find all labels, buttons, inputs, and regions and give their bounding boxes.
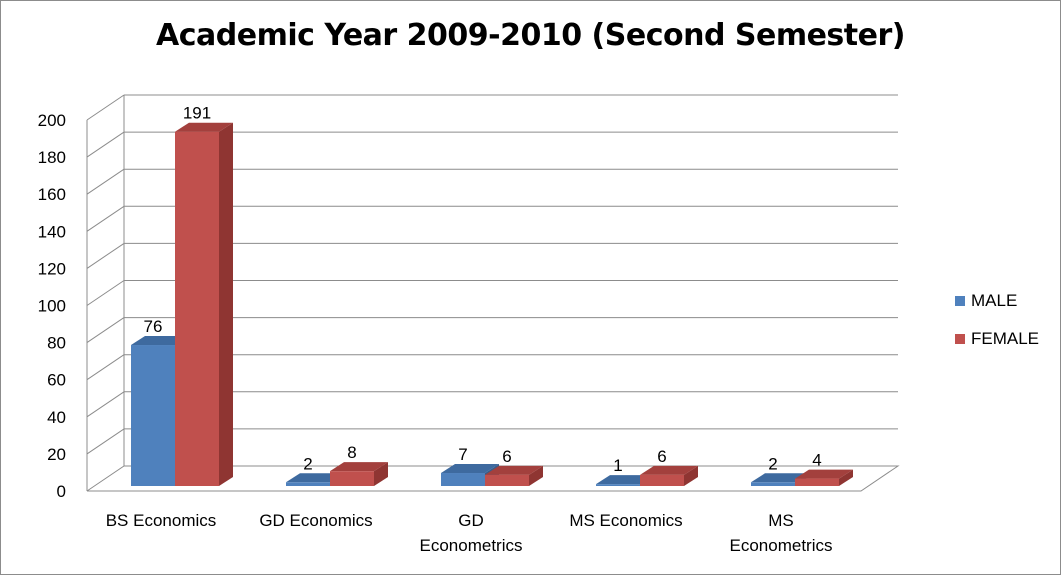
bar-top — [286, 473, 344, 483]
bar — [795, 478, 839, 486]
data-label: 8 — [347, 443, 356, 462]
bar — [330, 471, 374, 486]
data-label: 4 — [812, 451, 821, 470]
data-label: 6 — [502, 447, 511, 466]
bar-side — [684, 465, 698, 486]
bar — [175, 131, 219, 486]
x-category-label: GD Economics — [259, 511, 372, 530]
gridline-diagonal — [86, 280, 125, 306]
y-tick-label: 40 — [47, 408, 66, 427]
bar-side — [839, 469, 853, 486]
bar-top — [751, 473, 809, 483]
x-category-label: Econometrics — [730, 536, 833, 555]
y-tick-label: 180 — [38, 148, 66, 167]
y-tick-label: 160 — [38, 185, 66, 204]
bar-top — [175, 122, 233, 132]
y-tick-label: 100 — [38, 297, 66, 316]
bar — [286, 482, 330, 486]
bar — [640, 474, 684, 486]
bar — [131, 345, 175, 486]
y-tick-label: 200 — [38, 111, 66, 130]
y-tick-label: 120 — [38, 259, 66, 278]
bar-side — [219, 122, 233, 486]
grid-layer — [86, 94, 900, 492]
legend-swatch-female — [955, 334, 965, 344]
legend-item-female: FEMALE — [955, 329, 1039, 349]
data-label: 191 — [183, 104, 211, 123]
bar — [596, 484, 640, 486]
gridline-diagonal — [86, 168, 125, 195]
legend-swatch-male — [955, 296, 965, 306]
gridline-diagonal — [86, 94, 125, 121]
bar — [485, 474, 529, 486]
data-label: 2 — [768, 454, 777, 473]
y-tick-label: 140 — [38, 222, 66, 241]
data-label: 2 — [303, 454, 312, 473]
x-category-label: BS Economics — [106, 511, 217, 530]
category-labels-layer: BS Economics GD Economics GD Econometrics MS… — [106, 511, 833, 555]
y-tick-label: 0 — [57, 482, 66, 501]
gridline-diagonal — [86, 391, 125, 418]
bar-side — [529, 465, 543, 486]
gridline-diagonal — [86, 205, 125, 232]
x-category-label: GD — [458, 511, 484, 530]
floor-outline — [86, 465, 900, 492]
legend-label-female: FEMALE — [971, 329, 1040, 348]
bar-top — [330, 462, 388, 472]
data-label: 76 — [144, 317, 163, 336]
gridline-diagonal — [86, 131, 125, 158]
gridline-diagonal — [86, 317, 125, 344]
bar-top — [131, 336, 189, 346]
bar-side — [374, 462, 388, 486]
bar-top — [640, 465, 698, 475]
x-category-label: MS — [768, 511, 794, 530]
bar — [751, 482, 795, 486]
gridline-diagonal — [86, 354, 125, 381]
bar — [441, 473, 485, 486]
y-tick-label: 80 — [47, 334, 66, 353]
x-category-label: MS Economics — [569, 511, 682, 530]
bar-top — [441, 464, 499, 474]
data-label: 7 — [458, 445, 467, 464]
legend-label-male: MALE — [971, 291, 1018, 310]
chart-title: Academic Year 2009-2010 (Second Semester… — [156, 18, 905, 53]
data-label: 1 — [613, 456, 622, 475]
bar-top — [485, 465, 543, 475]
bars-layer — [131, 122, 853, 486]
legend-item-male: MALE — [955, 291, 1017, 311]
gridline-diagonal — [86, 242, 125, 269]
y-tick-label: 20 — [47, 445, 66, 464]
y-axis-ticks: 0 20 40 60 80 100 120 140 160 180 200 — [38, 111, 66, 501]
x-category-label: Econometrics — [420, 536, 523, 555]
bar-top — [596, 475, 654, 485]
bar-top — [795, 469, 853, 479]
data-label: 6 — [657, 447, 666, 466]
y-tick-label: 60 — [47, 371, 66, 390]
gridline-diagonal — [86, 428, 125, 455]
